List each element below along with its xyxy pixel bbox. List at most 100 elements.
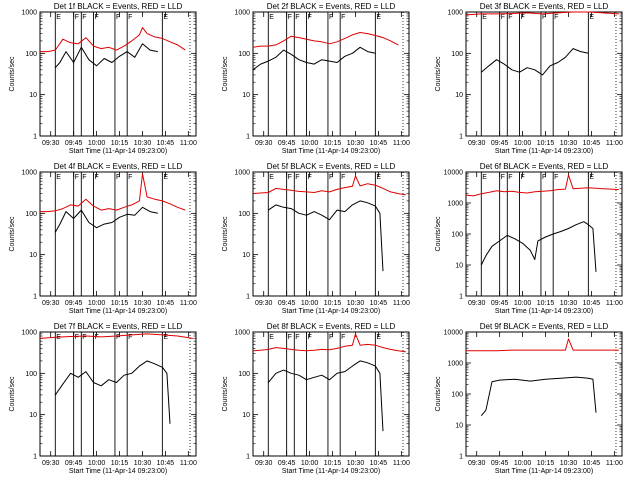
- series-line-lld: [252, 32, 399, 48]
- time-marker-flag: F: [521, 174, 525, 181]
- x-tick-label: 10:15: [111, 140, 129, 147]
- x-tick-label: 09:30: [468, 300, 486, 307]
- panel-title: Det 8f BLACK = Events, RED = LLD: [267, 322, 396, 331]
- series-line-lld: [252, 175, 406, 196]
- series-line-events: [252, 46, 376, 71]
- x-axis-label: Start Time (11-Apr-14 09:23:00): [282, 148, 380, 155]
- time-marker-flag: F: [295, 174, 299, 181]
- series-line-events: [268, 200, 384, 272]
- x-tick-label: 11:00: [606, 140, 623, 147]
- y-tick-label: 10: [455, 263, 463, 270]
- time-marker-flag: F: [82, 334, 86, 341]
- plot-frame: [465, 171, 623, 297]
- plot-frame: [252, 331, 410, 457]
- x-tick-label: 10:15: [537, 300, 555, 307]
- y-tick-label: 1000: [234, 170, 250, 177]
- y-tick-label: 1000: [447, 201, 463, 208]
- y-tick-label: 100: [25, 211, 37, 218]
- panel-title: Det 4f BLACK = Events, RED = LLD: [54, 162, 183, 171]
- time-marker-flag: F: [82, 174, 86, 181]
- time-marker-flag: F: [75, 14, 79, 21]
- x-tick-label: 10:30: [560, 140, 578, 147]
- x-tick-label: 10:45: [370, 300, 388, 307]
- x-tick-label: 09:45: [491, 460, 509, 467]
- y-tick-label: 1: [246, 134, 250, 141]
- time-marker-flag: F: [288, 14, 292, 21]
- y-tick-label: 10: [29, 92, 37, 99]
- y-axis-label: Counts/sec: [9, 376, 16, 412]
- y-tick-label: 1: [33, 454, 37, 461]
- x-tick-label: 09:45: [491, 300, 509, 307]
- time-marker-flag: F: [329, 14, 333, 21]
- x-tick-label: 09:30: [468, 140, 486, 147]
- x-tick-label: 10:15: [324, 460, 342, 467]
- time-marker-flag: F: [75, 334, 79, 341]
- plot-frame: [39, 171, 197, 297]
- time-marker-flag: E: [269, 334, 274, 341]
- panel-title: Det 3f BLACK = Events, RED = LLD: [480, 2, 609, 11]
- y-axis-label: Counts/sec: [9, 56, 16, 92]
- x-tick-label: 09:45: [491, 140, 509, 147]
- y-tick-label: 10000: [444, 330, 464, 337]
- x-tick-label: 09:30: [468, 460, 486, 467]
- time-marker-flag: F: [554, 174, 558, 181]
- x-tick-label: 10:00: [514, 300, 532, 307]
- series-line-events: [480, 48, 589, 76]
- y-axis-label: Counts/sec: [435, 376, 442, 412]
- x-tick-label: 10:00: [301, 140, 319, 147]
- x-tick-label: 09:45: [278, 140, 296, 147]
- chart-panel-det-1f: Det 1f BLACK = Events, RED = LLD 1 10 100 10…: [9, 2, 197, 155]
- time-marker-flag: F: [501, 14, 505, 21]
- x-tick-label: 10:00: [301, 460, 319, 467]
- plot-frame: [252, 171, 410, 297]
- x-axis-label: Start Time (11-Apr-14 09:23:00): [69, 468, 167, 475]
- x-tick-label: 10:00: [88, 140, 106, 147]
- time-marker-flag: F: [116, 14, 120, 21]
- x-tick-label: 09:45: [65, 300, 83, 307]
- x-tick-label: 10:30: [134, 460, 152, 467]
- y-axis-label: Counts/sec: [222, 216, 229, 252]
- x-axis-label: Start Time (11-Apr-14 09:23:00): [495, 468, 593, 475]
- time-marker-flag: E: [269, 174, 274, 181]
- x-tick-label: 11:00: [180, 140, 197, 147]
- series-line-events: [54, 360, 171, 424]
- x-tick-label: 10:15: [111, 300, 129, 307]
- time-marker-flag: F: [95, 174, 99, 181]
- time-marker-flag: E: [376, 14, 381, 21]
- x-tick-label: 10:00: [514, 140, 532, 147]
- y-tick-label: 10000: [444, 170, 464, 177]
- time-marker-flag: F: [341, 334, 345, 341]
- x-tick-label: 10:15: [537, 460, 555, 467]
- y-tick-label: 1000: [234, 330, 250, 337]
- time-marker-flag: F: [341, 14, 345, 21]
- chart-panel-det-2f: Det 2f BLACK = Events, RED = LLD 1 10 100 10…: [222, 2, 410, 155]
- x-tick-label: 10:15: [324, 300, 342, 307]
- y-tick-label: 10: [455, 423, 463, 430]
- x-axis-label: Start Time (11-Apr-14 09:23:00): [495, 308, 593, 315]
- time-marker-flag: E: [269, 14, 274, 21]
- x-tick-label: 09:45: [65, 140, 83, 147]
- x-tick-label: 10:45: [157, 300, 175, 307]
- time-marker-flag: E: [163, 14, 168, 21]
- time-marker-flag: E: [163, 334, 168, 341]
- x-tick-label: 10:45: [157, 140, 175, 147]
- time-marker-flag: F: [75, 174, 79, 181]
- plot-frame: [39, 11, 197, 137]
- series-line-lld: [40, 173, 186, 213]
- y-tick-label: 1000: [447, 10, 463, 17]
- y-tick-label: 1000: [234, 10, 250, 17]
- time-marker-flag: F: [501, 174, 505, 181]
- panel-title: Det 9f BLACK = Events, RED = LLD: [480, 322, 609, 331]
- plot-frame: [39, 331, 197, 457]
- x-tick-label: 10:00: [514, 460, 532, 467]
- y-tick-label: 10: [242, 412, 250, 419]
- y-axis-label: Counts/sec: [222, 56, 229, 92]
- time-marker-flag: F: [128, 174, 132, 181]
- x-tick-label: 10:00: [88, 300, 106, 307]
- x-tick-label: 10:45: [583, 300, 601, 307]
- x-tick-label: 10:15: [111, 460, 129, 467]
- time-marker-flag: E: [589, 14, 594, 21]
- x-tick-label: 10:00: [88, 460, 106, 467]
- time-marker-flag: F: [95, 334, 99, 341]
